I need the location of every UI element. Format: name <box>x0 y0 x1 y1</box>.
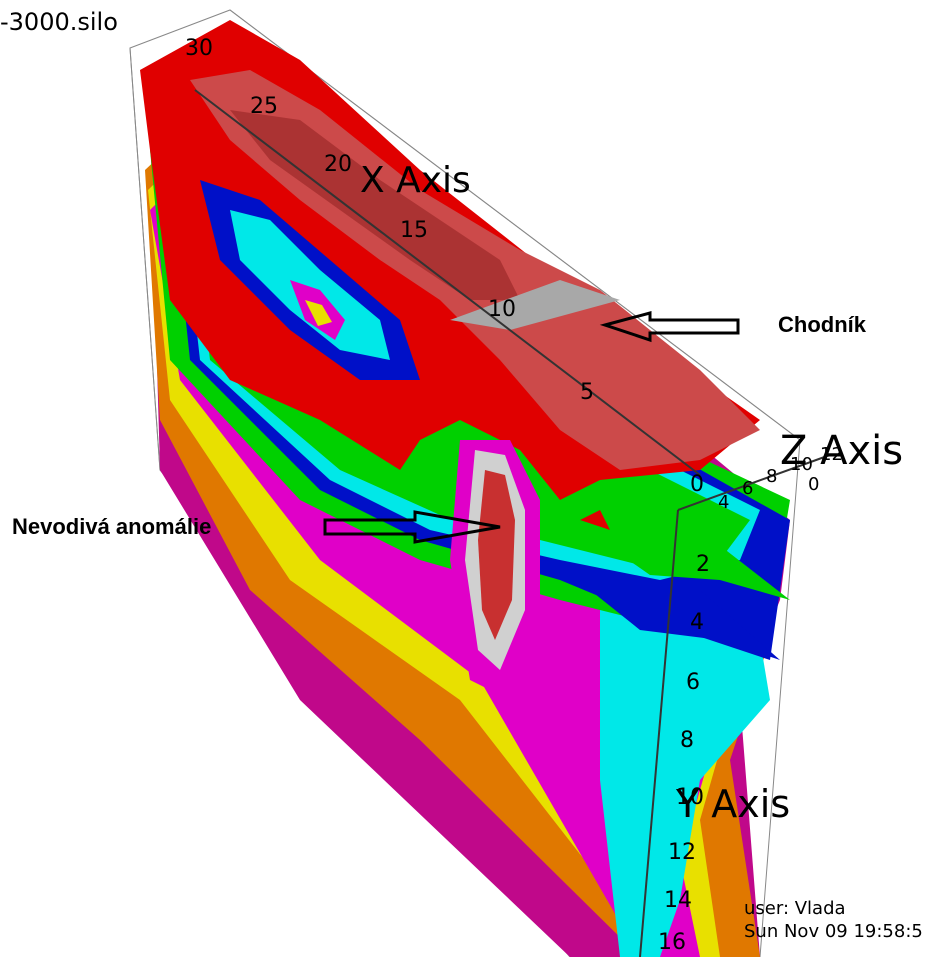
x-axis-title: X Axis <box>360 160 471 201</box>
z-tick-label: 6 <box>742 478 754 499</box>
x-tick-label: 10 <box>488 297 516 322</box>
y-tick-label: 16 <box>658 930 686 955</box>
layer-cyan-lower <box>600 600 770 957</box>
anomaly-core <box>478 470 515 640</box>
z-tick-label: 12 <box>820 444 843 465</box>
y-tick-label: 14 <box>664 888 692 913</box>
z-tick-label: 4 <box>718 492 730 513</box>
z-axis-title: Z Axis <box>780 428 904 474</box>
sidewalk-annotation: Chodník <box>778 312 866 337</box>
file-label: -3000.silo <box>0 8 118 36</box>
y-tick-label: 2 <box>696 552 710 577</box>
x-tick-label: 5 <box>580 380 594 405</box>
x-tick-label: 30 <box>185 36 213 61</box>
x-tick-label: 15 <box>400 218 428 243</box>
upper-ring-cyan <box>230 210 390 360</box>
z-tick-label: 10 <box>790 454 813 475</box>
y-axis-title: Y Axis <box>676 782 791 826</box>
y-tick-label: 12 <box>668 840 696 865</box>
fin-green <box>600 530 790 600</box>
fin-blue <box>590 590 780 660</box>
bounding-box-edge <box>229 9 801 441</box>
y-tick-label: 8 <box>680 728 694 753</box>
z-tick-label: 8 <box>766 466 778 487</box>
z-tick-label: 0 <box>808 474 820 495</box>
y-tick-label: 10 <box>676 785 704 810</box>
x-axis-line <box>194 89 701 476</box>
sidewalk-arrow <box>599 311 740 343</box>
y-tick-label: 6 <box>686 670 700 695</box>
x-tick-label: 20 <box>324 152 352 177</box>
fin-red-small <box>580 510 610 530</box>
x-tick-label: 0 <box>690 472 704 497</box>
upper-ring-yellow <box>305 300 332 326</box>
anomaly-arrow <box>323 510 501 544</box>
y-axis-line <box>639 509 679 957</box>
user-label: user: Vlada <box>744 898 846 919</box>
bounding-box-edge <box>129 47 161 471</box>
date-label: Sun Nov 09 19:58:5 <box>744 921 923 942</box>
x-tick-label: 25 <box>250 94 278 119</box>
y-tick-label: 4 <box>690 610 704 635</box>
sidewalk-surface-shade <box>230 110 520 300</box>
anomaly-annotation: Nevodivá anomálie <box>12 514 212 539</box>
z-axis-line <box>677 454 831 511</box>
